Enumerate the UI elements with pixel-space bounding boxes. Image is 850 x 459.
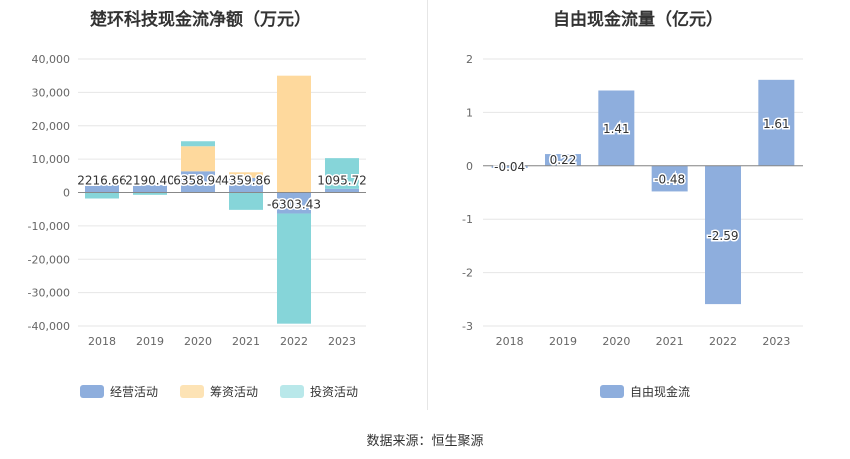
y-tick-label: -40,000 xyxy=(28,320,70,333)
left-legend: 经营活动 筹资活动 投资活动 xyxy=(80,383,380,400)
bar xyxy=(277,213,311,324)
legend-label-investing: 投资活动 xyxy=(310,385,359,399)
y-tick-label: -10,000 xyxy=(28,220,70,233)
y-tick-label: 40,000 xyxy=(32,53,71,66)
bar xyxy=(181,146,215,172)
bar xyxy=(85,185,119,193)
x-tick-label: 2021 xyxy=(656,335,684,348)
legend-swatch-free-cash-flow xyxy=(600,385,624,398)
right-chart-title: 自由现金流量（亿元） xyxy=(553,10,723,30)
y-tick-label: -20,000 xyxy=(28,253,70,266)
y-tick-label: 0 xyxy=(466,160,473,173)
legend-label-operating: 经营活动 xyxy=(110,385,159,399)
x-tick-label: 2021 xyxy=(232,335,260,348)
y-tick-label: -1 xyxy=(462,213,473,226)
x-tick-label: 2023 xyxy=(328,335,356,348)
x-tick-label: 2018 xyxy=(88,335,116,348)
bar xyxy=(85,192,119,199)
bar xyxy=(545,154,581,166)
y-tick-label: 1 xyxy=(466,106,473,119)
legend-swatch-financing xyxy=(180,385,205,398)
legend-swatch-investing xyxy=(280,385,305,398)
bar xyxy=(181,141,215,147)
x-tick-label: 2020 xyxy=(184,335,212,348)
bar xyxy=(277,192,311,214)
y-tick-label: -2 xyxy=(462,267,473,280)
legend-item-operating[interactable]: 经营活动 xyxy=(80,383,158,400)
bar xyxy=(133,185,167,193)
x-tick-label: 2023 xyxy=(762,335,790,348)
data-source-footer: 数据来源：恒生聚源 xyxy=(366,434,484,449)
data-label: 1.41 xyxy=(603,122,630,136)
bar xyxy=(705,165,741,305)
data-label: 2190.40 xyxy=(125,174,175,188)
bar xyxy=(229,192,263,210)
data-label: 4359.86 xyxy=(221,174,271,188)
data-label: 0.22 xyxy=(550,153,577,167)
data-label: 2216.66 xyxy=(77,174,127,188)
x-tick-label: 2022 xyxy=(280,335,308,348)
y-tick-label: -3 xyxy=(462,320,473,333)
y-tick-label: 2 xyxy=(466,53,473,66)
bar xyxy=(325,188,359,193)
legend-label-financing: 筹资活动 xyxy=(210,385,259,399)
bar xyxy=(277,75,311,193)
data-label: 1.61 xyxy=(763,117,790,131)
data-label: 1095.72 xyxy=(317,174,367,188)
data-label: 6358.94 xyxy=(173,174,223,188)
data-label: -0.48 xyxy=(654,173,685,187)
y-tick-label: 10,000 xyxy=(32,153,71,166)
bar xyxy=(181,171,215,193)
left-chart-plot: 40,000 30,000 20,000 10,000 0 -10,000 -20,000 -… xyxy=(28,53,369,348)
data-label: -2.59 xyxy=(707,229,738,243)
x-tick-label: 2019 xyxy=(549,335,577,348)
bar xyxy=(325,158,359,189)
legend-swatch-operating xyxy=(80,385,104,398)
left-chart-title: 楚环科技现金流净额（万元） xyxy=(90,10,311,30)
legend-item-investing[interactable]: 投资活动 xyxy=(280,383,358,400)
bar xyxy=(229,177,263,193)
bar xyxy=(758,79,795,166)
x-tick-label: 2018 xyxy=(496,335,524,348)
bar xyxy=(651,165,688,192)
data-label: -0.04 xyxy=(494,160,525,174)
legend-item-free-cash-flow[interactable]: 自由现金流 xyxy=(600,383,690,400)
right-legend: 自由现金流 xyxy=(600,383,712,400)
y-tick-label: -30,000 xyxy=(28,287,70,300)
x-tick-label: 2019 xyxy=(136,335,164,348)
data-label: -6303.43 xyxy=(267,198,321,212)
panel-divider xyxy=(427,0,428,410)
bar xyxy=(133,192,167,195)
x-tick-label: 2022 xyxy=(709,335,737,348)
y-tick-label: 30,000 xyxy=(32,86,71,99)
y-tick-label: 0 xyxy=(63,187,70,200)
legend-label-free-cash-flow: 自由现金流 xyxy=(630,385,691,399)
bar xyxy=(491,165,528,168)
legend-item-financing[interactable]: 筹资活动 xyxy=(180,383,258,400)
x-tick-label: 2020 xyxy=(602,335,630,348)
bar xyxy=(598,90,635,166)
bar xyxy=(229,172,263,178)
y-tick-label: 20,000 xyxy=(32,120,71,133)
right-chart-plot: 2 1 0 -1 -2 -3 2018 2019 2020 2021 2022 2023 -0.04 0.… xyxy=(462,53,803,348)
